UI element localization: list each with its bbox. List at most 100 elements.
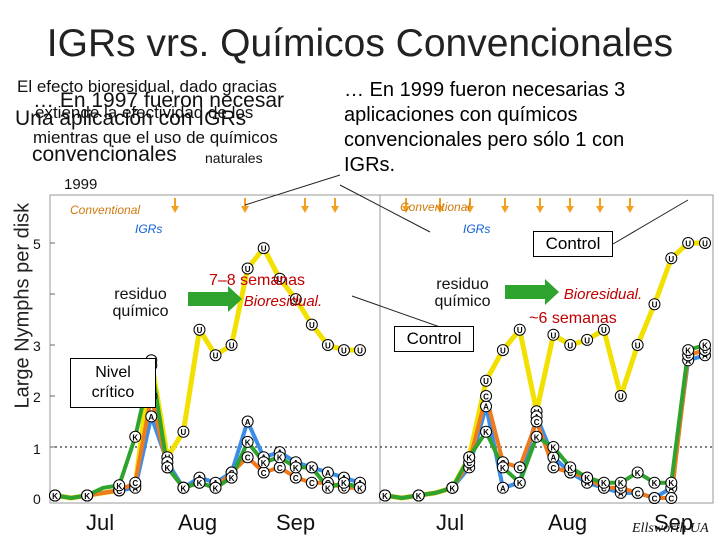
marker-2-U-6 (480, 374, 493, 387)
control-box-mid: Control (394, 326, 474, 352)
marker-label-2-K-12: K (584, 474, 590, 483)
marker-1-A-12 (241, 415, 254, 428)
callout-line-3: convencionales pero sólo 1 con (344, 129, 625, 151)
marker-1-U-15 (289, 293, 302, 306)
marker-1-U-18 (337, 344, 350, 357)
marker-label-2-A-10: A (551, 454, 557, 463)
marker-2-K-2 (412, 489, 425, 502)
marker-1-U-8 (177, 425, 190, 438)
marker-2-K-6 (480, 425, 493, 438)
marker-label-1-U-14: U (277, 275, 283, 284)
marker-label-2-C-10: C (551, 464, 557, 473)
marker-2-U-14 (614, 390, 627, 402)
marker-label-1-A-12: A (245, 418, 251, 427)
marker-label-1-C-16: C (309, 479, 315, 488)
application-arrow-left-0-head (171, 206, 179, 213)
residuo-label-left: residuo químico (112, 286, 169, 320)
bioresidual-arrow-left-head (228, 286, 242, 312)
marker-2-K-7 (496, 461, 509, 474)
marker-label-1-K-19: K (357, 484, 363, 493)
callout-box: … En 1999 fueron necesarias 3 aplicacion… (338, 76, 708, 194)
marker-1-U-19 (354, 344, 366, 357)
marker-label-2-K-8: K (517, 479, 523, 488)
x-tick-right-aug: Aug (548, 510, 588, 535)
marker-1-K-19 (354, 481, 366, 494)
application-arrow-right-4-head (536, 206, 544, 213)
application-arrow-right-6-head (596, 206, 604, 213)
marker-1-K-12 (241, 435, 254, 448)
marker-label-2-U-11: U (567, 342, 573, 351)
marker-label-1-K-7: K (164, 464, 170, 473)
marker-2-C-9 (530, 415, 543, 428)
marker-2-K-15 (631, 466, 644, 479)
control-pointer-top (612, 199, 689, 245)
marker-label-1-K-12: K (245, 438, 251, 447)
marker-1-U-9 (193, 323, 206, 336)
marker-2-K-9 (530, 430, 543, 443)
marker-label-2-C-19: C (702, 347, 708, 356)
marker-2-U-17 (665, 252, 678, 265)
y-tick-3: 3 (33, 338, 41, 354)
marker-2-K-5 (463, 451, 476, 464)
marker-label-1-K-13: K (261, 459, 267, 468)
x-tick-left-sep: Sep (276, 510, 316, 535)
overlap-text-2: … En 1997 fueron necesar (33, 89, 284, 112)
marker-1-K-13 (257, 456, 270, 469)
marker-label-1-A-6: A (148, 413, 154, 422)
marker-2-K-13 (597, 476, 610, 489)
marker-1-U-11 (225, 339, 238, 351)
marker-1-U-13 (257, 242, 270, 255)
credit-text: Ellsworth UA (632, 521, 709, 536)
marker-1-K-2 (81, 489, 94, 502)
marker-label-1-K-2: K (84, 492, 90, 501)
y-tick-1: 1 (33, 441, 41, 457)
marker-label-1-C-18: C (341, 484, 347, 493)
application-arrow-left-2-head (301, 206, 309, 213)
page-title: IGRs vrs. Químicos Convencionales (46, 22, 674, 65)
marker-label-2-A-12: A (584, 479, 590, 488)
marker-label-2-U-13: U (601, 326, 607, 335)
marker-label-2-U-19: U (702, 240, 708, 249)
marker-2-U-11 (564, 339, 577, 351)
marker-2-C-15 (631, 486, 644, 499)
y-tick-0: 0 (33, 491, 41, 507)
overlap-text-4: Una aplicación con IGRs (15, 107, 247, 130)
marker-1-U-14 (273, 272, 286, 285)
marker-2-K-11 (564, 461, 577, 474)
marker-label-2-K-13: K (601, 479, 607, 488)
marker-1-C-16 (305, 476, 318, 489)
marker-2-K-8 (513, 476, 526, 489)
marker-1-U-16 (305, 318, 318, 331)
nivel-critico-box: Nivel crítico (70, 358, 156, 408)
marker-2-K-18 (682, 344, 695, 357)
y-tick-5: 5 (33, 236, 41, 252)
marker-1-C-12 (241, 451, 254, 464)
application-arrow-left-1-head (241, 206, 249, 213)
marker-label-2-A-5: A (466, 464, 472, 473)
marker-2-C-17 (665, 492, 678, 504)
marker-label-2-C-18: C (685, 352, 691, 361)
marker-label-1-U-12: U (245, 265, 251, 274)
marker-label-2-A-7: A (500, 484, 506, 493)
bioresidual-label-left: Bioresidual. (243, 293, 323, 310)
marker-label-1-K-9: K (197, 479, 203, 488)
marker-label-1-K-5: K (132, 433, 138, 442)
marker-label-2-K-16: K (652, 479, 658, 488)
marker-label-1-C-4: C (116, 487, 122, 496)
marker-2-A-7 (496, 481, 509, 494)
callout-pointer-1 (244, 174, 341, 206)
marker-2-K-17 (665, 476, 678, 489)
marker-label-1-K-17: K (325, 484, 331, 493)
marker-label-2-C-6: C (483, 393, 489, 402)
marker-2-C-16 (648, 492, 661, 504)
application-arrow-right-5-head (566, 206, 574, 213)
marker-label-1-U-19: U (357, 347, 363, 356)
marker-label-1-K-8: K (181, 484, 187, 493)
marker-label-2-K-11: K (567, 464, 573, 473)
marker-label-1-A-5: A (132, 484, 138, 493)
marker-2-K-12 (581, 471, 594, 484)
marker-label-2-K-6: K (483, 428, 489, 437)
marker-1-K-18 (337, 476, 350, 489)
marker-label-1-C-5: C (132, 479, 138, 488)
marker-2-U-16 (648, 298, 661, 311)
